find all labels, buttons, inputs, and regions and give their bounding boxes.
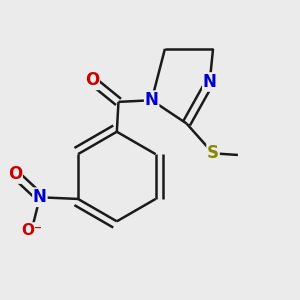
- Text: N: N: [145, 91, 159, 109]
- Text: N: N: [203, 73, 217, 91]
- Text: S: S: [207, 144, 219, 162]
- Text: O: O: [85, 71, 99, 89]
- Text: O: O: [8, 165, 22, 183]
- Text: N: N: [33, 188, 47, 206]
- Text: O⁻: O⁻: [21, 223, 42, 238]
